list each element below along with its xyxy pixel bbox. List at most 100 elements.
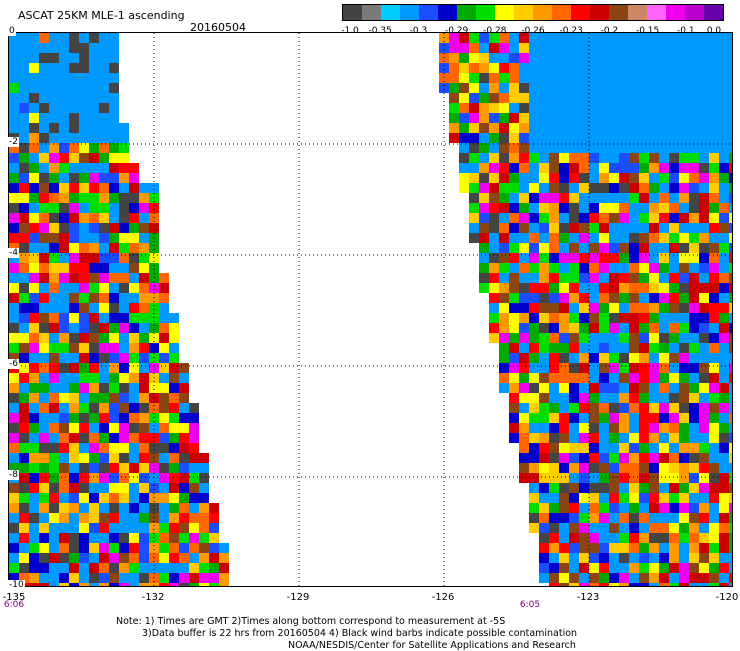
swath-cell [49, 493, 59, 503]
swath-cell [469, 63, 479, 73]
swath-cell [139, 393, 149, 403]
swath-cell [9, 93, 19, 103]
swath-cell [599, 403, 609, 413]
swath-cell [589, 303, 599, 313]
swath-cell [69, 463, 79, 473]
swath-cell [729, 493, 732, 503]
swath-cell [59, 233, 69, 243]
swath-cell [629, 83, 639, 93]
swath-cell [549, 523, 559, 533]
swath-cell [669, 413, 679, 423]
swath-cell [589, 233, 599, 243]
swath-cell [509, 233, 519, 243]
swath-cell [179, 403, 189, 413]
swath-cell [109, 583, 119, 586]
swath-cell [509, 343, 519, 353]
swath-cell [49, 393, 59, 403]
swath-cell [619, 273, 629, 283]
swath-cell [99, 233, 109, 243]
swath-cell [659, 483, 669, 493]
swath-cell [49, 123, 59, 133]
swath-cell [39, 403, 49, 413]
swath-cell [129, 523, 139, 533]
swath-cell [439, 83, 449, 93]
swath-cell [99, 473, 109, 483]
swath-cell [609, 93, 619, 103]
swath-cell [529, 463, 539, 473]
swath-cell [559, 113, 569, 123]
swath-cell [679, 53, 689, 63]
swath-cell [549, 533, 559, 543]
swath-cell [479, 73, 489, 83]
swath-cell [169, 483, 179, 493]
swath-cell [149, 543, 159, 553]
swath-cell [579, 313, 589, 323]
swath-cell [509, 243, 519, 253]
swath-cell [59, 493, 69, 503]
swath-cell [699, 293, 709, 303]
swath-cell [489, 113, 499, 123]
swath-cell [119, 533, 129, 543]
swath-cell [709, 183, 719, 193]
swath-cell [89, 393, 99, 403]
swath-cell [189, 563, 199, 573]
swath-cell [479, 183, 489, 193]
swath-cell [669, 333, 679, 343]
swath-cell [79, 423, 89, 433]
swath-cell [139, 293, 149, 303]
swath-cell [589, 103, 599, 113]
swath-cell [129, 283, 139, 293]
swath-cell [179, 393, 189, 403]
swath-cell [559, 303, 569, 313]
swath-cell [29, 63, 39, 73]
swath-cell [669, 403, 679, 413]
swath-cell [599, 33, 609, 43]
swath-cell [119, 493, 129, 503]
swath-cell [129, 353, 139, 363]
swath-cell [29, 53, 39, 63]
swath-cell [9, 483, 19, 493]
swath-cell [109, 533, 119, 543]
swath-cell [119, 173, 129, 183]
swath-cell [119, 443, 129, 453]
swath-cell [619, 83, 629, 93]
legend-swatch [609, 5, 628, 20]
swath-cell [89, 553, 99, 563]
swath-cell [569, 313, 579, 323]
swath-cell [99, 83, 109, 93]
swath-cell [579, 423, 589, 433]
swath-cell [529, 303, 539, 313]
swath-cell [49, 93, 59, 103]
swath-cell [559, 143, 569, 153]
swath-cell [39, 553, 49, 563]
swath-cell [579, 403, 589, 413]
swath-cell [719, 413, 729, 423]
swath-cell [499, 193, 509, 203]
swath-cell [99, 253, 109, 263]
swath-cell [589, 383, 599, 393]
swath-cell [709, 443, 719, 453]
swath-cell [579, 233, 589, 243]
swath-cell [59, 583, 69, 586]
swath-cell [69, 73, 79, 83]
swath-cell [109, 503, 119, 513]
swath-cell [19, 103, 29, 113]
swath-cell [689, 553, 699, 563]
swath-cell [539, 413, 549, 423]
swath-cell [39, 123, 49, 133]
swath-cell [639, 243, 649, 253]
swath-cell [569, 463, 579, 473]
swath-cell [649, 553, 659, 563]
swath-cell [659, 533, 669, 543]
swath-cell [89, 73, 99, 83]
swath-cell [549, 363, 559, 373]
swath-cell [649, 223, 659, 233]
swath-cell [19, 223, 29, 233]
swath-cell [629, 263, 639, 273]
swath-cell [589, 143, 599, 153]
swath-cell [609, 203, 619, 213]
swath-cell [459, 83, 469, 93]
swath-cell [99, 133, 109, 143]
swath-cell [89, 133, 99, 143]
swath-cell [19, 323, 29, 333]
